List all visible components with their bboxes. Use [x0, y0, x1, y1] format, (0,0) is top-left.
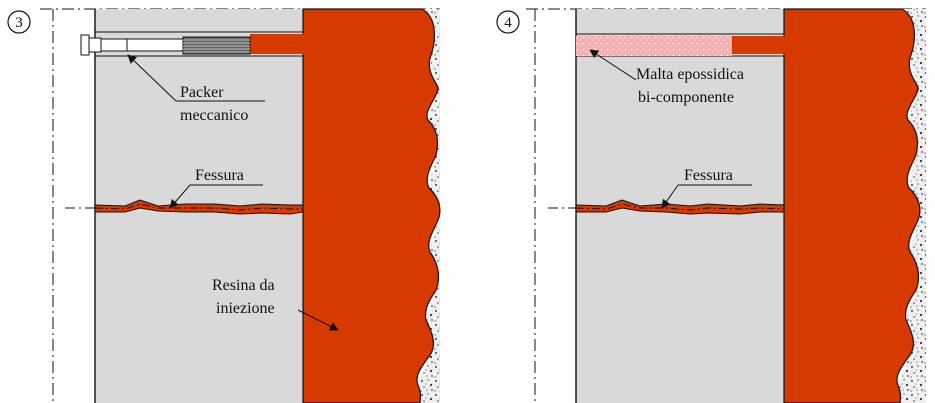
leader-fessura — [661, 184, 679, 209]
label-malta-line2: bi-componente — [638, 89, 734, 106]
gravel-fill — [418, 9, 440, 403]
resin-borehole — [732, 36, 786, 54]
label-fessura: Fessura — [195, 167, 244, 184]
label-fessura: Fessura — [684, 167, 733, 184]
mortar-plug — [576, 36, 732, 56]
panel-number: 3 — [15, 15, 23, 31]
label-packer-line1: Packer — [180, 84, 224, 101]
leader-resina — [297, 309, 339, 331]
label-resina-line1: Resina da — [212, 277, 275, 294]
packer — [80, 34, 251, 56]
panel-number: 4 — [504, 15, 512, 31]
crack — [575, 199, 785, 215]
leader-malta — [589, 49, 637, 81]
panel-3: 3 — [7, 8, 441, 403]
label-malta-line1: Malta epossidica — [636, 66, 744, 83]
label-resina-line2: iniezione — [216, 300, 275, 317]
panel-4: 4 Malta epossidica bi-componente Fessura — [496, 8, 926, 403]
panel-number-circle — [7, 10, 31, 34]
gravel-fill — [898, 9, 926, 403]
resin-borehole — [250, 34, 305, 54]
packer-body — [100, 38, 184, 52]
packer-nut — [88, 37, 102, 53]
packer-cap — [80, 34, 90, 56]
packer-rubber-sleeve — [182, 36, 251, 55]
panel-number-circle — [496, 10, 520, 34]
crack-axis — [575, 203, 785, 211]
crack-axis — [94, 203, 303, 211]
label-packer-line2: meccanico — [180, 107, 248, 124]
resin-fill — [302, 8, 441, 403]
resin-fill — [783, 8, 921, 403]
leader-fessura — [169, 184, 191, 209]
crack — [94, 199, 304, 215]
leader-packer — [127, 54, 177, 102]
